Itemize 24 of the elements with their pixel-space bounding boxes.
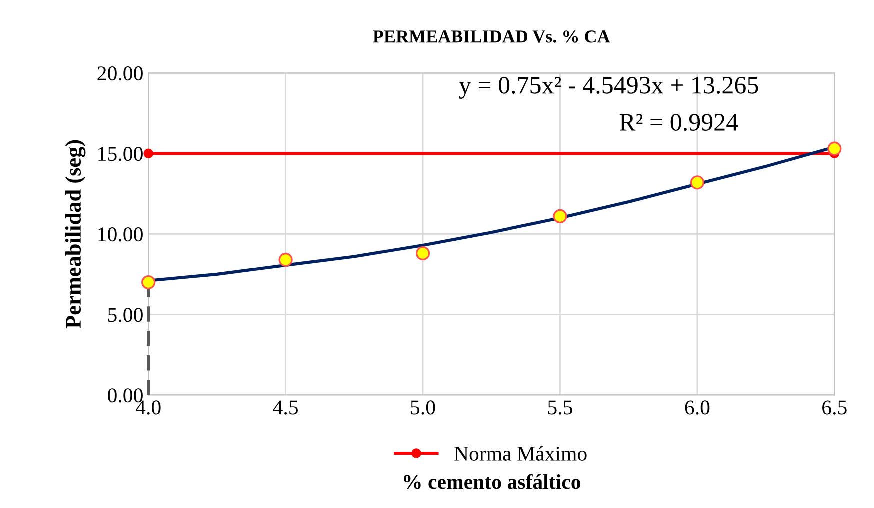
point bbox=[416, 246, 430, 261]
y-tick-label: 15.00 bbox=[98, 147, 143, 162]
x-tick-label: 6.0 bbox=[685, 400, 710, 415]
y-tick-label: 20.00 bbox=[98, 66, 143, 81]
legend-label: Norma Máximo bbox=[454, 446, 587, 461]
annotation: R² = 0.9924 bbox=[620, 114, 738, 132]
x-tick-label: 4.0 bbox=[136, 400, 161, 415]
x-tick-label: 5.5 bbox=[548, 400, 572, 415]
x-axis-title: % cemento asfáltico bbox=[404, 474, 580, 490]
y-tick-label: 5.00 bbox=[108, 308, 143, 322]
annotation: y = 0.75x² - 4.5493x + 13.265 bbox=[459, 76, 758, 99]
y-tick-label: 0.00 bbox=[108, 388, 143, 403]
point bbox=[690, 176, 704, 190]
x-tick-label: 4.5 bbox=[273, 400, 298, 415]
y-axis-title: Permeabilidad (seg) bbox=[65, 140, 86, 329]
point bbox=[278, 252, 293, 267]
point bbox=[553, 209, 568, 224]
x-tick-label: 6.5 bbox=[822, 400, 847, 415]
x-tick-label: 5.0 bbox=[411, 400, 436, 415]
chart-title: PERMEABILIDAD Vs. % CA bbox=[373, 30, 610, 43]
point bbox=[142, 275, 156, 290]
y-tick-label: 10.00 bbox=[98, 228, 143, 242]
point bbox=[828, 142, 842, 156]
point bbox=[144, 148, 154, 159]
